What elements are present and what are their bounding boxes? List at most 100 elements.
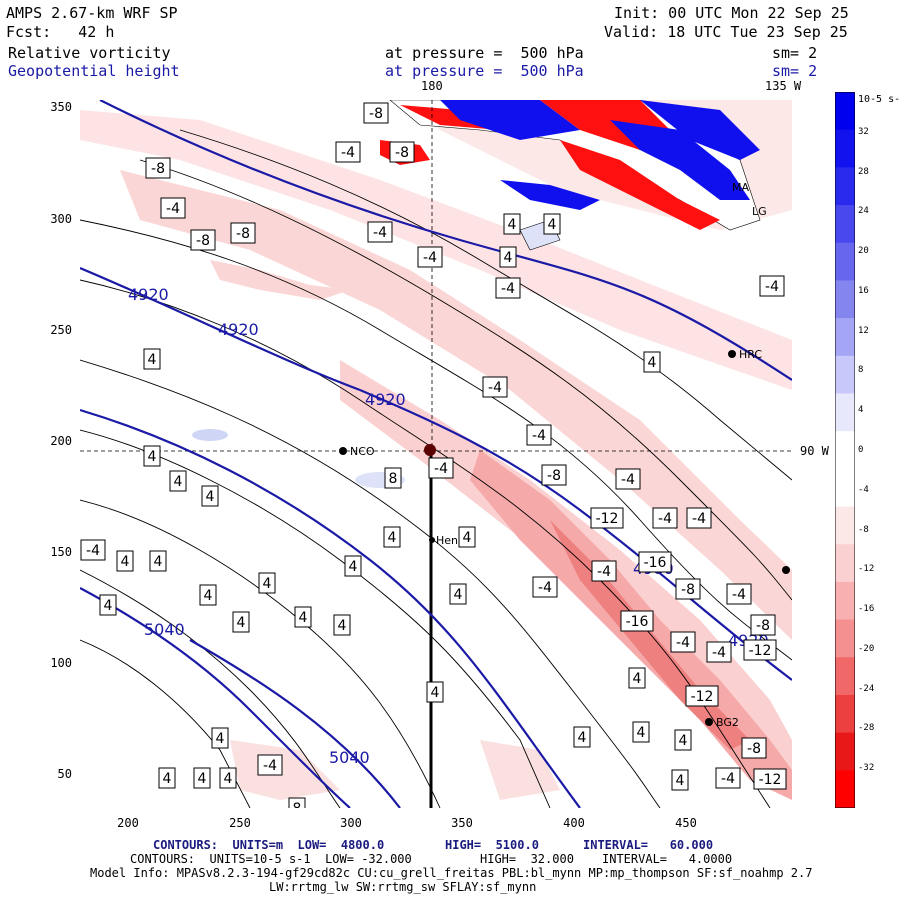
vorticity-label-text: 4 — [206, 489, 215, 505]
vorticity-label-text: 4 — [463, 530, 472, 546]
station-markers — [339, 350, 790, 726]
vorticity-label: -12 — [753, 768, 787, 790]
vorticity-label: -4 — [80, 539, 106, 561]
height-contour-info-b: HIGH= 5100.0 — [445, 838, 539, 852]
colorbar-label: -16 — [858, 604, 875, 615]
field-height: Geopotential height — [8, 62, 180, 80]
vorticity-label-text: 4 — [198, 771, 207, 787]
vorticity-label-text: -8 — [681, 582, 695, 598]
height-contour-info-c: INTERVAL= 60.000 — [583, 838, 714, 852]
height-contours — [80, 100, 792, 808]
vorticity-label: -16 — [638, 551, 672, 573]
vorticity-label-text: -4 — [501, 281, 515, 297]
vorticity-label-text: -4 — [712, 645, 726, 661]
vorticity-label: -4 — [417, 246, 443, 268]
colorbar-cell — [835, 318, 855, 357]
vorticity-label: -4 — [726, 583, 752, 605]
vorticity-label-text: 4 — [648, 355, 657, 371]
vorticity-label-text: 4 — [299, 610, 308, 626]
station-dot-center[interactable] — [424, 444, 436, 456]
vorticity-label-text: -4 — [434, 461, 448, 477]
station-dot-hrc[interactable] — [728, 350, 736, 358]
vorticity-label-text: 4 — [431, 685, 440, 701]
top-label-180: 180 — [421, 79, 443, 93]
vorticity-label: -8 — [541, 464, 567, 486]
vorticity-label-text: 4 — [148, 352, 157, 368]
vorticity-label-text: 4 — [121, 554, 130, 570]
vorticity-label: 4 — [116, 550, 134, 572]
y-tick-250: 250 — [50, 323, 72, 337]
vorticity-label-text: -8 — [196, 233, 210, 249]
vorticity-label-text: -4 — [658, 511, 672, 527]
vorticity-label: -4 — [591, 560, 617, 582]
height-contour-info-a: CONTOURS: UNITS=m LOW= 4800.0 — [153, 838, 385, 852]
station-dot-bg2[interactable] — [705, 718, 713, 726]
vorticity-label: -4 — [482, 376, 508, 398]
colorbar-cell — [835, 544, 855, 583]
vorticity-label: -16 — [620, 610, 654, 632]
station-dot-east[interactable] — [782, 566, 790, 574]
vorticity-label: 4 — [99, 594, 117, 616]
colorbar-label: -8 — [858, 524, 869, 535]
colorbar-cell — [835, 694, 855, 734]
colorbar-cell — [835, 355, 855, 394]
vorticity-label-text: -12 — [691, 689, 714, 705]
smoothing-2: sm= 2 — [772, 62, 818, 80]
vorticity-label-text: 4 — [263, 576, 272, 592]
colorbar-cell — [835, 732, 855, 771]
colorbar-cell — [835, 205, 855, 244]
vorticity-label-text: -16 — [644, 555, 667, 571]
vorticity-label: 4 — [143, 348, 161, 370]
vorticity-label: 4 — [674, 729, 692, 751]
x-tick-300: 300 — [340, 816, 362, 830]
vorticity-label: 4 — [258, 572, 276, 594]
x-tick-250: 250 — [229, 816, 251, 830]
vorticity-label: -4 — [526, 424, 552, 446]
vorticity-label-text: 4 — [454, 587, 463, 603]
vorticity-label: 4 — [499, 246, 517, 268]
vorticity-label-text: 4 — [349, 559, 358, 575]
vorticity-label-text: 4 — [504, 250, 513, 266]
vorticity-label: -4 — [759, 275, 785, 297]
vorticity-label-text: 8 — [293, 801, 302, 808]
vorticity-label: -4 — [715, 767, 741, 789]
vorticity-label-text: -4 — [621, 472, 635, 488]
vorticity-label: -4 — [670, 631, 696, 653]
vorticity-label: 4 — [201, 485, 219, 507]
vorticity-label: -4 — [160, 197, 186, 219]
vorticity-label: 4 — [449, 583, 467, 605]
vorticity-map: NCO Henry HRC BG2 MA LG 4920 4920 4920 5… — [80, 100, 792, 808]
y-tick-300: 300 — [50, 212, 72, 226]
y-tick-50: 50 — [57, 767, 72, 781]
vorticity-label: 4 — [232, 611, 250, 633]
vorticity-label: 4 — [458, 526, 476, 548]
station-dot-nco[interactable] — [339, 447, 347, 455]
vorticity-label: 4 — [143, 445, 161, 467]
vorticity-label-text: -4 — [263, 758, 277, 774]
field-vorticity: Relative vorticity — [8, 44, 171, 62]
vorticity-label: -4 — [428, 457, 454, 479]
vorticity-label: 4 — [169, 470, 187, 492]
vorticity-label: -8 — [363, 102, 389, 124]
station-label-ma: MA — [732, 181, 749, 194]
y-tick-100: 100 — [50, 656, 72, 670]
colorbar-label: -12 — [858, 564, 875, 575]
vorticity-label-text: 4 — [676, 773, 685, 789]
vorticity-label-text: 4 — [679, 733, 688, 749]
vorticity-label: -8 — [145, 157, 171, 179]
colorbar-label: 24 — [858, 206, 869, 217]
station-dot-henry[interactable] — [429, 537, 435, 543]
colorbar-label: 20 — [858, 246, 869, 257]
vorticity-label-text: 4 — [338, 618, 347, 634]
vorticity-label: 8 — [384, 467, 402, 489]
vorticity-label-text: -8 — [236, 226, 250, 242]
vorticity-label: -4 — [706, 641, 732, 663]
vorticity-label: 4 — [158, 767, 176, 789]
vorticity-label: 4 — [671, 769, 689, 791]
pressure-level-1: at pressure = 500 hPa — [385, 44, 584, 62]
vorticity-label-text: -4 — [765, 279, 779, 295]
vorticity-label-text: -4 — [86, 543, 100, 559]
vorticity-label: -8 — [675, 578, 701, 600]
vorticity-label-text: -4 — [166, 201, 180, 217]
vorticity-label-text: -4 — [692, 511, 706, 527]
